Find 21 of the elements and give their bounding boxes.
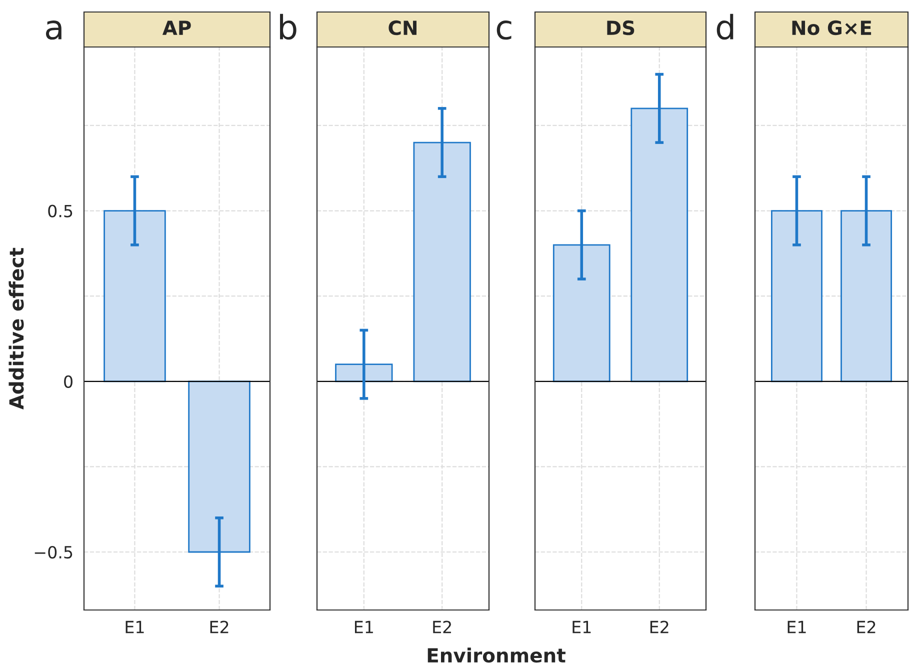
x-tick-label: E2 [650,620,668,634]
y-axis-title: Additive effect [8,248,24,410]
chart-title: AP [162,20,191,35]
text: a [46,20,62,40]
x-axis-title: Environment [428,648,566,663]
y-tick-label: −0.5 [34,546,72,559]
chart-title: CN [388,20,416,36]
x-tick-label: E1 [572,620,591,634]
text: d [716,14,734,40]
x-tick-label: E2 [433,620,451,634]
x-tick-label: E1 [788,620,806,634]
text: b [280,14,296,40]
text: c [496,20,512,40]
y-tick-label: 0.5 [48,204,72,218]
x-tick-label: E1 [354,620,373,634]
chart-title: DS [607,20,634,36]
x-tick-label: E2 [857,620,876,634]
chart-title: No G×E [792,20,872,36]
y-tick-label: 0 [64,375,72,388]
x-tick-label: E1 [126,620,144,634]
x-tick-label: E2 [210,620,228,634]
